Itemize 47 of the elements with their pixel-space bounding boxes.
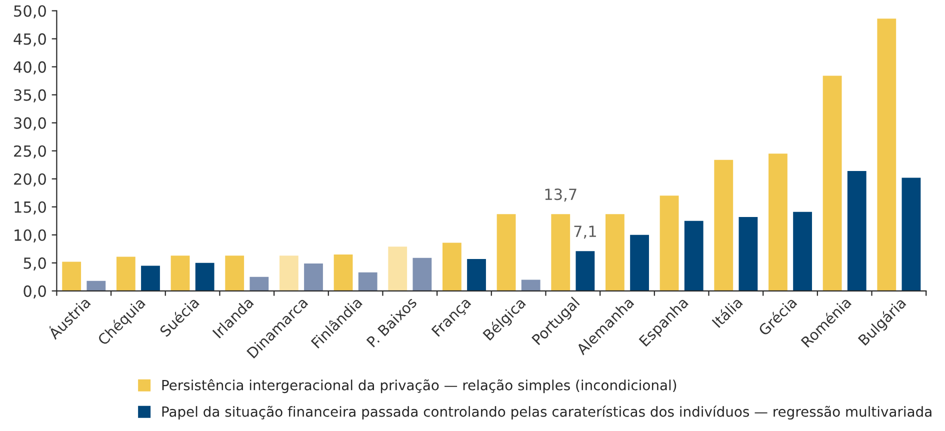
legend-label: Persistência intergeracional da privação — relação simples (incondicional): [162, 379, 676, 394]
bar: [902, 178, 921, 291]
bar: [496, 214, 516, 291]
y-tick-label: 20,0: [14, 173, 46, 186]
bar: [334, 254, 353, 291]
bar: [195, 262, 214, 291]
y-tick-label: 40,0: [14, 61, 46, 74]
bar: [738, 216, 758, 291]
bar: [467, 258, 486, 291]
bar: [250, 276, 269, 291]
bar: [304, 263, 323, 291]
y-tick-label: 15,0: [14, 201, 46, 214]
bar: [62, 262, 82, 291]
y-tick-label: 35,0: [14, 89, 46, 102]
bar: [170, 256, 190, 291]
bar: [279, 256, 298, 291]
bar: [116, 256, 136, 291]
bar: [521, 280, 540, 291]
bar: [388, 246, 408, 291]
bar: [606, 214, 624, 291]
bar: [442, 242, 462, 291]
bar: [822, 76, 842, 291]
y-tick-label: 10,0: [14, 229, 46, 242]
bar: [225, 256, 244, 291]
bar: [684, 220, 704, 291]
bar: [847, 171, 866, 291]
bar: [877, 18, 896, 291]
bar: [141, 266, 160, 291]
legend-label: Papel da situação financeira passada controlando pelas caraterísticas dos indivíduos — regressão multivariada: [162, 406, 932, 420]
bar: [714, 160, 734, 291]
bar: [86, 280, 106, 291]
bar: [768, 154, 788, 291]
y-tick-label: 30,0: [14, 117, 46, 130]
y-tick-label: 5,0: [24, 257, 46, 270]
bar: [576, 251, 595, 291]
data-label: 7,1: [574, 226, 596, 239]
bar: [358, 272, 378, 291]
bar: [793, 212, 812, 291]
y-tick-label: 45,0: [14, 33, 46, 46]
data-label: 13,7: [545, 188, 576, 202]
bar: [551, 214, 570, 291]
bar: [630, 234, 649, 291]
y-tick-label: 0,0: [24, 285, 46, 299]
bar: [660, 196, 679, 291]
bar: [412, 258, 432, 291]
y-tick-label: 50,0: [14, 5, 46, 18]
y-tick-label: 25,0: [14, 145, 46, 158]
